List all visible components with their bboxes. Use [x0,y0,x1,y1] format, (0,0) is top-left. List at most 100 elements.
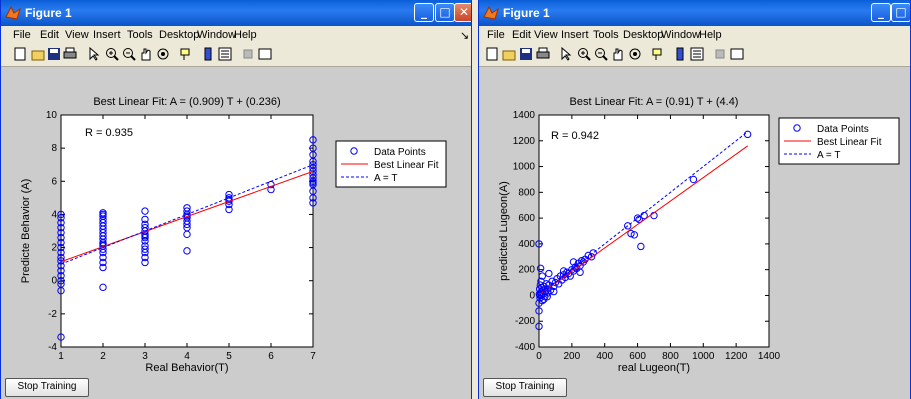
menu-insert[interactable]: Insert [93,29,121,41]
y-tick-label: 4 [51,209,57,220]
data-point [309,179,317,187]
maximize-icon[interactable]: □ [891,3,910,22]
x-tick-label: 600 [629,351,646,362]
legend-label: A = T [817,150,840,161]
data-point [576,268,584,276]
data-point [57,219,65,227]
toolbar [1,44,471,67]
data-point [57,267,65,275]
menu-edit[interactable]: Edit [40,29,59,41]
zoom-out-icon[interactable] [594,47,608,61]
save-icon[interactable] [47,47,61,61]
zoom-out-icon[interactable] [122,47,136,61]
data-point [569,258,578,266]
hide-plot-tools-icon[interactable] [713,47,727,61]
data-point [57,253,65,262]
open-file-icon[interactable] [31,47,45,61]
y-tick-label: 800 [518,187,535,198]
menu-desktop[interactable]: Desktop [623,29,664,41]
data-point [99,263,107,272]
x-tick-label: 1200 [725,351,748,362]
figure-window-left: Figure 1 _ □ ✕ File Edit View Insert Too… [0,0,472,399]
data-point [57,262,65,270]
legend-icon[interactable] [690,47,704,61]
data-point [540,295,548,304]
stop-training-button[interactable]: Stop Training [5,378,89,397]
data-point [183,247,191,255]
menu-edit[interactable]: Edit [512,29,531,41]
x-tick-label: 2 [100,351,106,362]
rotate-3d-icon[interactable] [628,47,642,61]
menu-file[interactable]: File [487,29,505,41]
new-figure-icon[interactable] [13,47,27,61]
data-cursor-icon[interactable] [179,47,193,61]
pointer-icon[interactable] [87,47,101,61]
rotate-3d-icon[interactable] [156,47,170,61]
best-linear-fit-line [538,145,748,296]
data-point [633,214,642,222]
y-tick-label: 10 [46,110,58,121]
data-point [141,207,149,215]
x-tick-label: 200 [564,351,581,362]
pointer-icon[interactable] [559,47,573,61]
show-plot-tools-icon[interactable] [258,47,272,61]
pan-hand-icon[interactable] [611,47,625,61]
title-bar[interactable]: Figure 1 _ □ ✕ [1,0,471,26]
identity-line [60,164,314,265]
menu-view[interactable]: View [534,29,558,41]
menu-help[interactable]: Help [699,29,722,41]
legend-icon[interactable] [218,47,232,61]
menu-help[interactable]: Help [234,29,257,41]
print-icon[interactable] [63,47,77,61]
menu-window[interactable]: Window [197,29,237,41]
x-tick-label: 4 [184,351,190,362]
colorbar-icon[interactable] [201,47,215,61]
chart-title: Best Linear Fit: A = (0.91) T + (4.4) [570,96,739,108]
x-tick-label: 0 [536,351,542,362]
menu-desktop[interactable]: Desktop [159,29,200,41]
menu-view[interactable]: View [65,29,89,41]
menu-tools[interactable]: Tools [127,29,153,41]
y-tick-label: -200 [515,316,535,327]
open-file-icon[interactable] [502,47,516,61]
colorbar-icon[interactable] [673,47,687,61]
data-point [57,272,65,280]
minimize-icon[interactable]: _ [871,3,891,22]
show-plot-tools-icon[interactable] [730,47,744,61]
data-point [535,240,543,248]
print-icon[interactable] [536,47,550,61]
data-point [538,272,546,280]
x-axis-label: Real Behavior(T) [145,362,228,374]
menu-insert[interactable]: Insert [561,29,589,41]
new-figure-icon[interactable] [485,47,499,61]
matlab-icon [5,5,21,24]
data-point [57,238,65,247]
data-point [536,291,544,300]
dock-arrow-icon[interactable]: ↘ [460,30,470,42]
scatter-chart: Best Linear Fit: A = (0.909) T + (0.236)… [20,96,447,374]
identity-line [538,131,748,296]
stop-training-button[interactable]: Stop Training [483,378,567,397]
menu-window[interactable]: Window [661,29,701,41]
save-icon[interactable] [519,47,533,61]
menu-file[interactable]: File [13,29,31,41]
minimize-icon[interactable]: _ [414,3,434,22]
zoom-in-icon[interactable] [577,47,591,61]
legend-label: Best Linear Fit [374,160,439,171]
figure-window-right: Figure 1 _ □ ✕ File Edit View Insert Too… [478,0,911,399]
hide-plot-tools-icon[interactable] [241,47,255,61]
menu-tools[interactable]: Tools [593,29,619,41]
data-point [551,278,560,287]
data-cursor-icon[interactable] [651,47,665,61]
maximize-icon[interactable]: □ [435,3,455,22]
x-tick-label: 7 [310,351,316,362]
data-point [183,204,191,212]
zoom-in-icon[interactable] [105,47,119,61]
title-bar[interactable]: Figure 1 _ □ ✕ [479,0,910,26]
data-point [99,209,107,217]
data-point [57,277,65,285]
data-point [535,307,543,315]
close-icon[interactable]: ✕ [454,3,471,22]
y-tick-label: 400 [518,239,535,250]
pan-hand-icon[interactable] [139,47,153,61]
